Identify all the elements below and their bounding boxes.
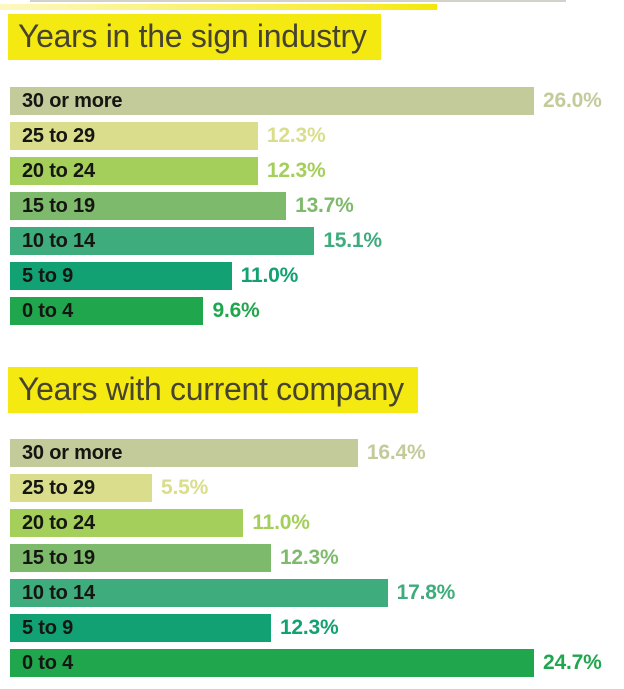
value-label: 12.3% — [266, 124, 326, 147]
bar-label: 15 to 19 — [22, 194, 95, 217]
bar-row: 10 to 14 15.1% — [10, 227, 624, 255]
bar-row: 5 to 9 11.0% — [10, 262, 624, 290]
bar-chart-company: 30 or more 16.4% 25 to 29 5.5% 20 to 24 11.0%… — [10, 439, 624, 677]
bar-row: 0 to 4 9.6% — [10, 297, 624, 325]
bar: 30 or more — [10, 439, 358, 467]
value-label: 24.7% — [543, 651, 602, 674]
bar: 20 to 24 — [10, 509, 244, 537]
value-label: 13.7% — [295, 194, 354, 217]
bar-label: 20 to 24 — [22, 159, 95, 182]
bar-row: 25 to 29 12.3% — [10, 122, 624, 150]
bar-row: 15 to 19 12.3% — [10, 544, 624, 572]
bar: 10 to 14 — [10, 579, 388, 607]
bar: 5 to 9 — [10, 614, 271, 642]
value-label: 9.6% — [212, 299, 260, 322]
value-label: 11.0% — [240, 264, 299, 287]
bar-label: 20 to 24 — [22, 511, 95, 534]
yellow-highlight-artifact — [0, 4, 437, 10]
bar-label: 30 or more — [22, 441, 123, 464]
bar: 15 to 19 — [10, 544, 271, 572]
bar-row: 25 to 29 5.5% — [10, 474, 624, 502]
value-label: 5.5% — [161, 476, 209, 499]
bar-label: 25 to 29 — [22, 124, 95, 147]
bar: 0 to 4 — [10, 649, 534, 677]
bar-label: 5 to 9 — [22, 264, 74, 287]
bar-label: 0 to 4 — [22, 299, 74, 322]
bar-chart-industry: 30 or more 26.0% 25 to 29 12.3% 20 to 24 12.3… — [10, 87, 624, 325]
bar-label: 10 to 14 — [22, 581, 95, 604]
bar: 30 or more — [10, 87, 534, 115]
bar: 15 to 19 — [10, 192, 287, 220]
bar-row: 0 to 4 24.7% — [10, 649, 624, 677]
bar-label: 25 to 29 — [22, 476, 95, 499]
bar: 0 to 4 — [10, 297, 204, 325]
bar-label: 10 to 14 — [22, 229, 95, 252]
value-label: 26.0% — [543, 89, 602, 112]
value-label: 12.3% — [279, 546, 339, 569]
bar-label: 15 to 19 — [22, 546, 95, 569]
chart-section-company: Years with current company 30 or more 16.… — [8, 367, 624, 677]
value-label: 15.1% — [323, 229, 382, 252]
bar-row: 10 to 14 17.8% — [10, 579, 624, 607]
page-top-rule — [30, 0, 566, 2]
bar: 5 to 9 — [10, 262, 232, 290]
chart-title-company: Years with current company — [8, 367, 418, 413]
bar-row: 20 to 24 11.0% — [10, 509, 624, 537]
value-label: 12.3% — [279, 616, 339, 639]
bar-row: 20 to 24 12.3% — [10, 157, 624, 185]
bar-label: 5 to 9 — [22, 616, 74, 639]
chart-title-industry: Years in the sign industry — [8, 14, 381, 60]
bar-row: 30 or more 16.4% — [10, 439, 624, 467]
chart-section-industry: Years in the sign industry 30 or more 26.… — [8, 0, 624, 325]
value-label: 17.8% — [396, 581, 456, 604]
bar-label: 30 or more — [22, 89, 123, 112]
bar: 25 to 29 — [10, 474, 152, 502]
bar: 25 to 29 — [10, 122, 258, 150]
bar-row: 5 to 9 12.3% — [10, 614, 624, 642]
value-label: 12.3% — [266, 159, 326, 182]
value-label: 16.4% — [366, 441, 426, 464]
bar: 20 to 24 — [10, 157, 258, 185]
bar-row: 30 or more 26.0% — [10, 87, 624, 115]
value-label: 11.0% — [252, 511, 310, 534]
bar-label: 0 to 4 — [22, 651, 74, 674]
bar: 10 to 14 — [10, 227, 315, 255]
bar-row: 15 to 19 13.7% — [10, 192, 624, 220]
